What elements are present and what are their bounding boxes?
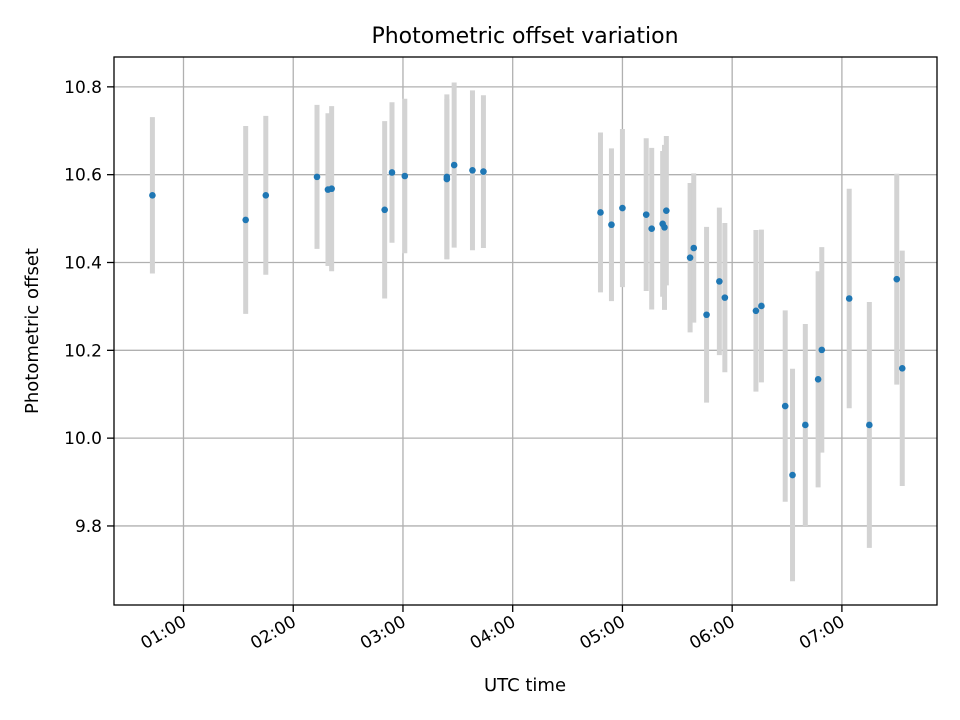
y-tick-label: 10.8 <box>64 78 102 98</box>
data-point <box>686 254 694 261</box>
y-axis-ticks: 9.8 10.0 10.2 10.4 10.6 10.8 <box>64 78 114 537</box>
data-point <box>262 192 270 199</box>
y-tick-label: 10.0 <box>64 429 102 449</box>
data-point <box>893 275 901 283</box>
data-point <box>642 211 650 218</box>
data-point <box>781 402 789 410</box>
data-point <box>443 173 451 181</box>
data-point <box>663 207 670 214</box>
y-tick-label: 9.8 <box>75 517 102 537</box>
y-tick-label: 10.6 <box>64 166 102 186</box>
data-point <box>149 192 156 199</box>
data-points <box>149 161 906 479</box>
data-point <box>648 225 655 232</box>
data-point <box>328 185 335 193</box>
data-point <box>381 206 388 214</box>
data-point <box>450 161 458 169</box>
data-point <box>716 278 723 285</box>
data-point <box>866 421 873 429</box>
y-tick-label: 10.4 <box>64 254 102 274</box>
y-axis-label: Photometric offset <box>22 248 43 414</box>
data-point <box>469 166 476 174</box>
data-point <box>898 365 906 372</box>
data-point <box>802 421 809 429</box>
y-tick-label: 10.2 <box>64 341 102 361</box>
data-point <box>752 307 760 315</box>
data-point <box>818 346 826 354</box>
data-point <box>597 209 604 216</box>
data-point <box>758 302 765 310</box>
data-point <box>789 471 796 479</box>
data-point <box>845 295 853 302</box>
data-point <box>703 311 710 319</box>
data-point <box>690 244 698 252</box>
data-point <box>814 376 822 383</box>
data-point <box>619 204 626 212</box>
data-point <box>242 216 249 224</box>
data-point <box>721 294 729 301</box>
data-point <box>480 168 487 175</box>
x-axis-label: UTC time <box>484 675 566 696</box>
data-point <box>313 173 321 181</box>
data-point <box>661 224 668 231</box>
plot-frame <box>113 56 938 606</box>
data-point <box>401 172 409 180</box>
data-point <box>608 221 615 229</box>
chart-title: Photometric offset variation <box>371 24 678 49</box>
data-point <box>388 169 396 176</box>
